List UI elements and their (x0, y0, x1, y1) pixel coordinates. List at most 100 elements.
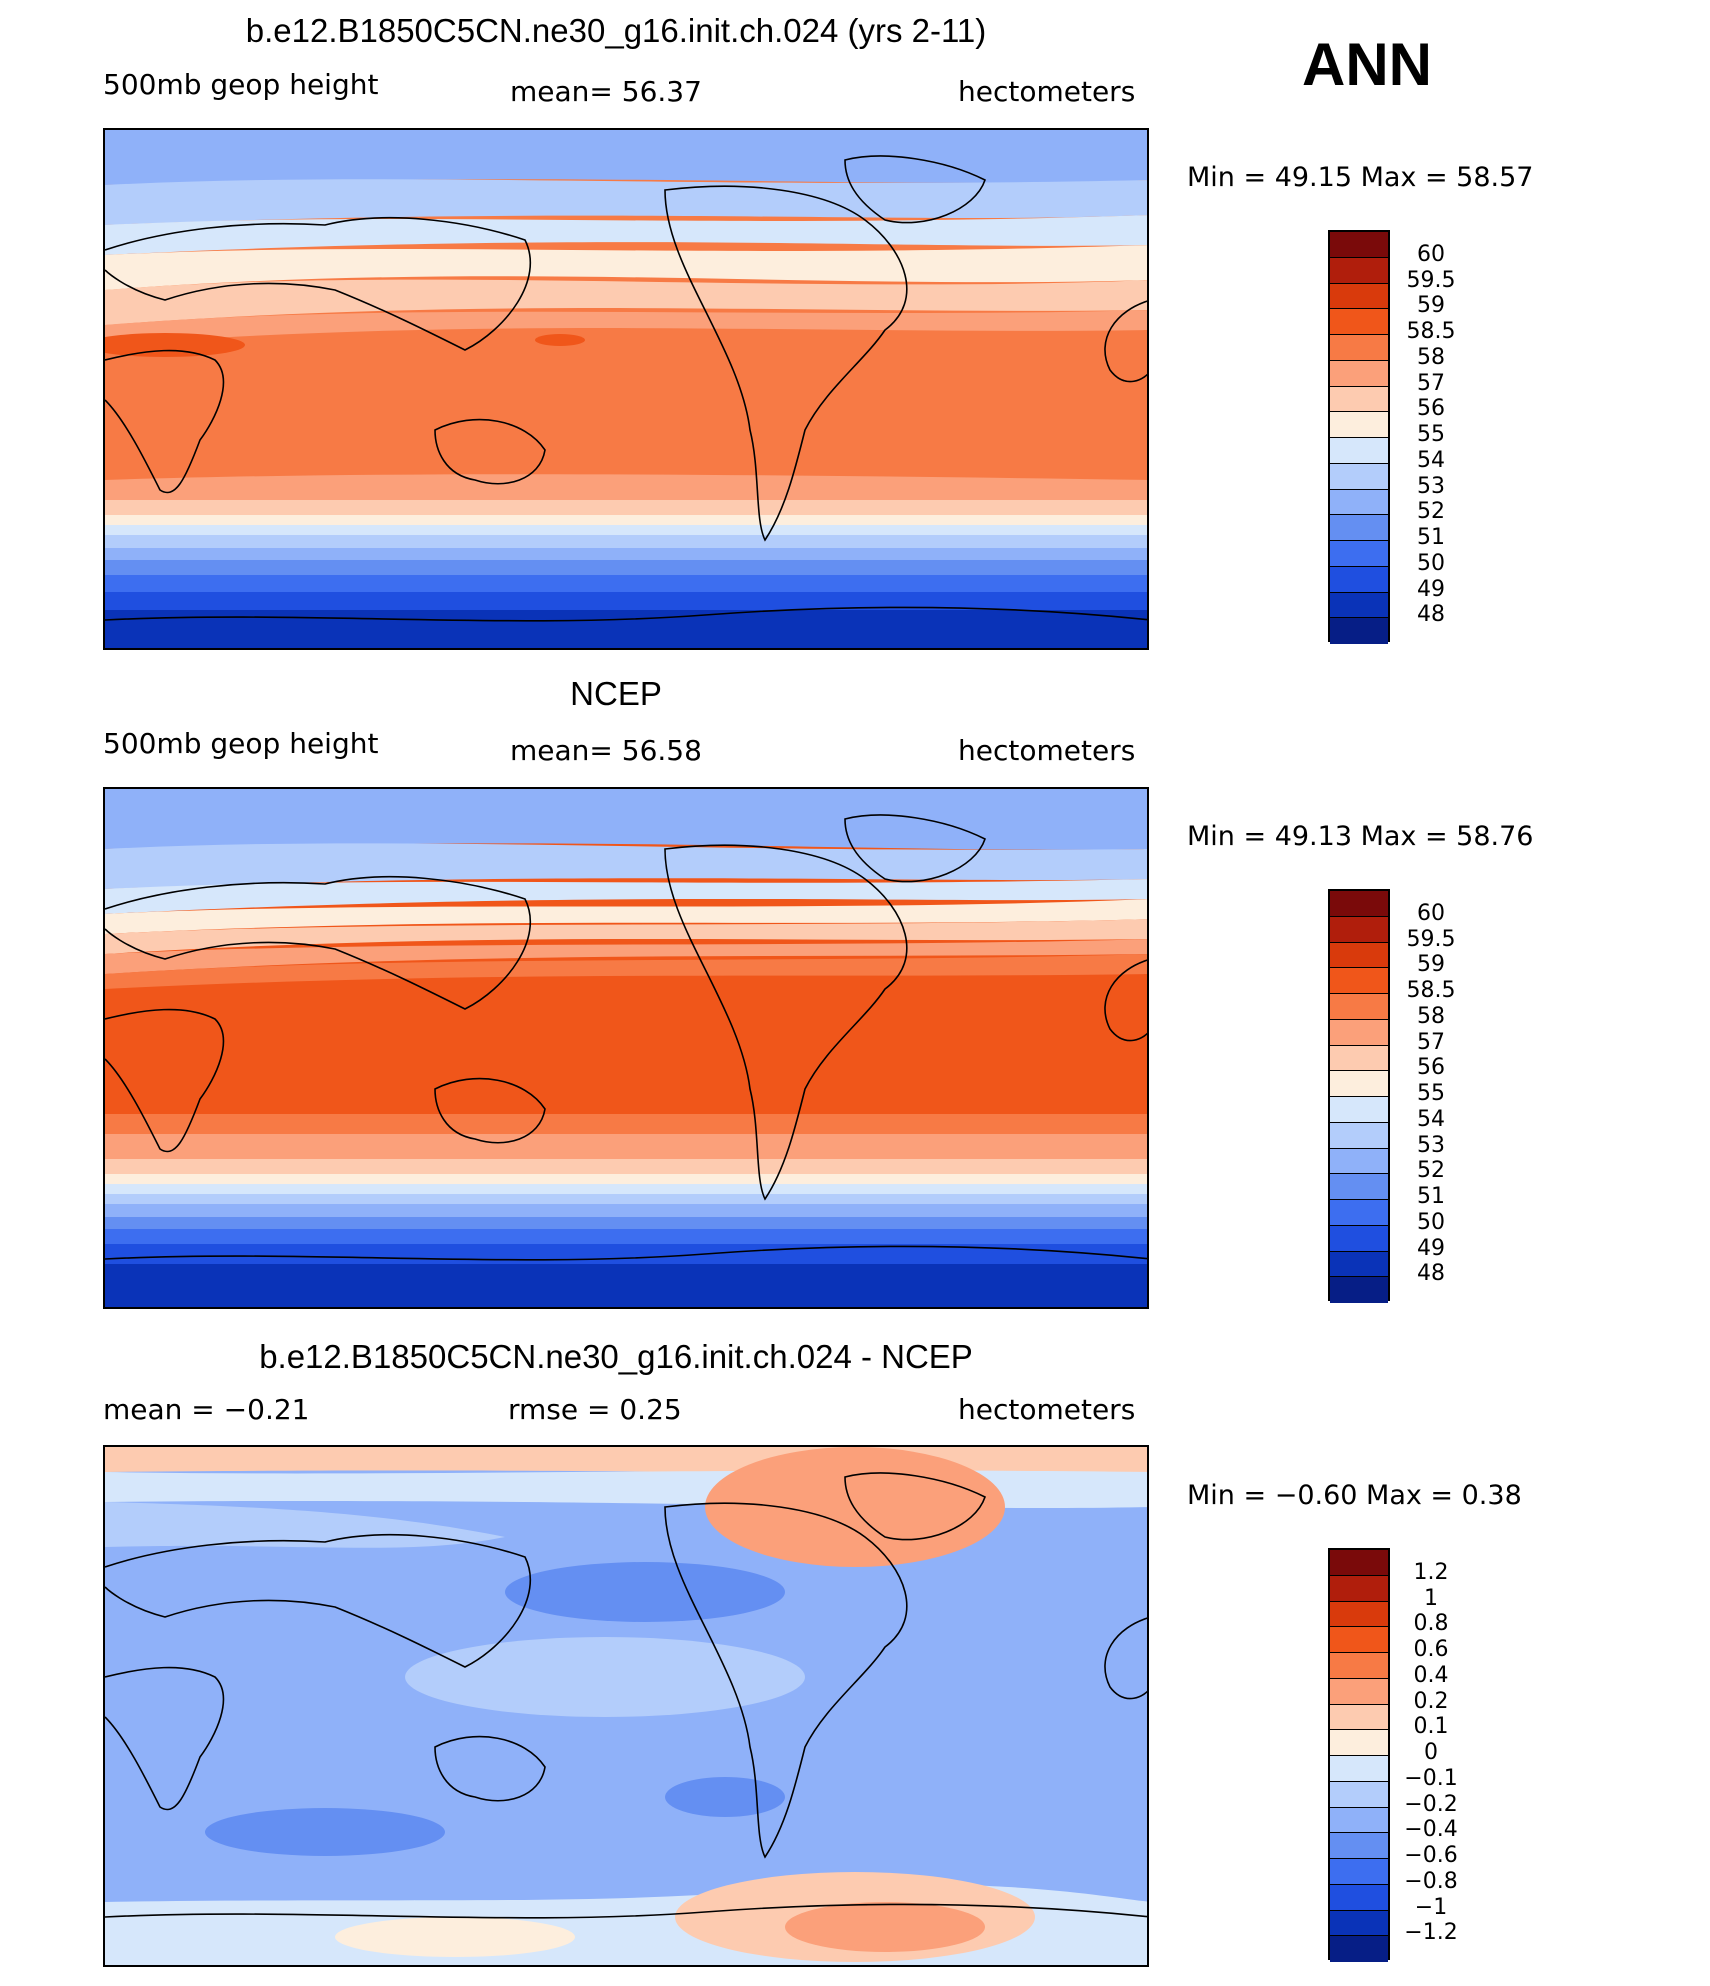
colorbar-tick-label: 50 (1417, 550, 1445, 576)
colorbar-swatch (1330, 916, 1388, 943)
colorbar-tick-label: −0.8 (1404, 1868, 1458, 1894)
colorbar-swatch (1330, 1653, 1388, 1679)
colorbar-swatch (1330, 1704, 1388, 1731)
colorbar-swatch (1330, 386, 1388, 413)
colorbar-tick-label: 58 (1417, 1003, 1445, 1029)
colorbar-tick-label: 60 (1417, 900, 1445, 926)
colorbar-tick-label: 59 (1417, 952, 1445, 978)
panel-3-units-label: hectometers (958, 1393, 1136, 1426)
colorbar-swatch (1330, 1807, 1388, 1834)
colorbar-tick-label: 0.4 (1413, 1662, 1449, 1688)
colorbar-tick-label: 54 (1417, 447, 1445, 473)
panel-1-colorbar (1328, 230, 1390, 644)
panel-1-mean-label: mean= 56.37 (510, 75, 702, 108)
panel-3-map (103, 1445, 1149, 1967)
colorbar-tick-label: 50 (1417, 1209, 1445, 1235)
panel-2-colorbar (1328, 889, 1390, 1303)
panel-2-min-max: Min = 49.13 Max = 58.76 (1187, 821, 1534, 852)
colorbar-tick-label: 0.6 (1413, 1637, 1449, 1662)
colorbar-swatch (1330, 1730, 1388, 1756)
colorbar-swatch (1330, 592, 1388, 619)
colorbar-tick-label: 58.5 (1406, 978, 1456, 1003)
colorbar-swatch (1330, 257, 1388, 284)
colorbar-swatch (1330, 1019, 1388, 1046)
colorbar-swatch (1330, 1200, 1388, 1226)
colorbar-swatch (1330, 1251, 1388, 1278)
colorbar-tick-label: 57 (1417, 370, 1445, 396)
colorbar-swatch (1330, 412, 1388, 438)
colorbar-tick-label: 49 (1417, 576, 1445, 602)
colorbar-swatch (1330, 1575, 1388, 1602)
panel-3-mean-label: mean = −0.21 (103, 1393, 310, 1426)
colorbar-swatch (1330, 438, 1388, 464)
colorbar-tick-label: 58.5 (1406, 319, 1456, 344)
colorbar-swatch (1330, 309, 1388, 335)
colorbar-swatch (1330, 232, 1388, 258)
colorbar-swatch (1330, 360, 1388, 387)
colorbar-swatch (1330, 1859, 1388, 1885)
colorbar-tick-label: 55 (1417, 1081, 1445, 1106)
panel-2-title: NCEP (570, 675, 662, 712)
panel-3-min-max: Min = −0.60 Max = 0.38 (1187, 1480, 1522, 1511)
colorbar-swatch (1330, 942, 1388, 969)
colorbar-swatch (1330, 1833, 1388, 1859)
colorbar-swatch (1330, 994, 1388, 1020)
colorbar-tick-label: 59 (1417, 293, 1445, 319)
panel-2-mean-label: mean= 56.58 (510, 734, 702, 767)
colorbar-swatch (1330, 891, 1388, 917)
colorbar-swatch (1330, 541, 1388, 567)
colorbar-tick-label: 48 (1417, 602, 1445, 628)
colorbar-swatch (1330, 1910, 1388, 1937)
colorbar-swatch (1330, 515, 1388, 541)
colorbar-swatch (1330, 618, 1388, 644)
colorbar-tick-label: −0.6 (1404, 1843, 1458, 1868)
colorbar-tick-label: −0.4 (1404, 1817, 1458, 1843)
colorbar-tick-label: 49 (1417, 1235, 1445, 1261)
colorbar-tick-label: 51 (1417, 1184, 1445, 1209)
panel-2-contour-map (105, 789, 1147, 1307)
colorbar-swatch (1330, 968, 1388, 994)
colorbar-swatch (1330, 1148, 1388, 1175)
colorbar-swatch (1330, 1071, 1388, 1097)
colorbar-swatch (1330, 1601, 1388, 1628)
colorbar-tick-label: 0.8 (1413, 1611, 1449, 1637)
panel-3-contour-map (105, 1447, 1147, 1965)
colorbar-swatch (1330, 1884, 1388, 1911)
colorbar-swatch (1330, 1277, 1388, 1303)
colorbar-tick-label: −1.2 (1404, 1920, 1458, 1946)
colorbar-tick-label: −1 (1414, 1894, 1448, 1920)
colorbar-tick-label: 1 (1424, 1585, 1438, 1611)
colorbar-tick-label: 52 (1417, 499, 1445, 525)
panel-1-min-max: Min = 49.15 Max = 58.57 (1187, 162, 1534, 193)
colorbar-swatch (1330, 566, 1388, 593)
colorbar-swatch (1330, 1225, 1388, 1252)
colorbar-tick-label: −0.1 (1404, 1765, 1458, 1791)
colorbar-tick-label: 55 (1417, 422, 1445, 447)
panel-1-variable-label: 500mb geop height (103, 68, 379, 101)
colorbar-tick-label: 56 (1417, 396, 1445, 422)
colorbar-swatch (1330, 1174, 1388, 1200)
colorbar-tick-label: 0 (1424, 1740, 1438, 1765)
colorbar-swatch (1330, 1678, 1388, 1705)
colorbar-swatch (1330, 463, 1388, 490)
colorbar-swatch (1330, 1122, 1388, 1149)
colorbar-tick-label: 53 (1417, 473, 1445, 499)
colorbar-swatch (1330, 1627, 1388, 1653)
colorbar-tick-label: 56 (1417, 1055, 1445, 1081)
panel-3-title: b.e12.B1850C5CN.ne30_g16.init.ch.024 - N… (259, 1338, 973, 1375)
colorbar-swatch (1330, 1550, 1388, 1576)
panel-2-variable-label: 500mb geop height (103, 727, 379, 760)
colorbar-tick-label: 48 (1417, 1261, 1445, 1287)
panel-3-rmse-label: rmse = 0.25 (508, 1393, 682, 1426)
panel-1-units-label: hectometers (958, 75, 1136, 108)
colorbar-swatch (1330, 1097, 1388, 1123)
panel-2-units-label: hectometers (958, 734, 1136, 767)
colorbar-tick-label: 0.2 (1413, 1688, 1449, 1714)
colorbar-tick-label: 60 (1417, 241, 1445, 267)
colorbar-swatch (1330, 283, 1388, 310)
colorbar-tick-label: −0.2 (1404, 1791, 1458, 1817)
colorbar-tick-label: 52 (1417, 1158, 1445, 1184)
colorbar-swatch (1330, 1781, 1388, 1808)
colorbar-swatch (1330, 489, 1388, 516)
colorbar-tick-label: 59.5 (1406, 267, 1456, 293)
